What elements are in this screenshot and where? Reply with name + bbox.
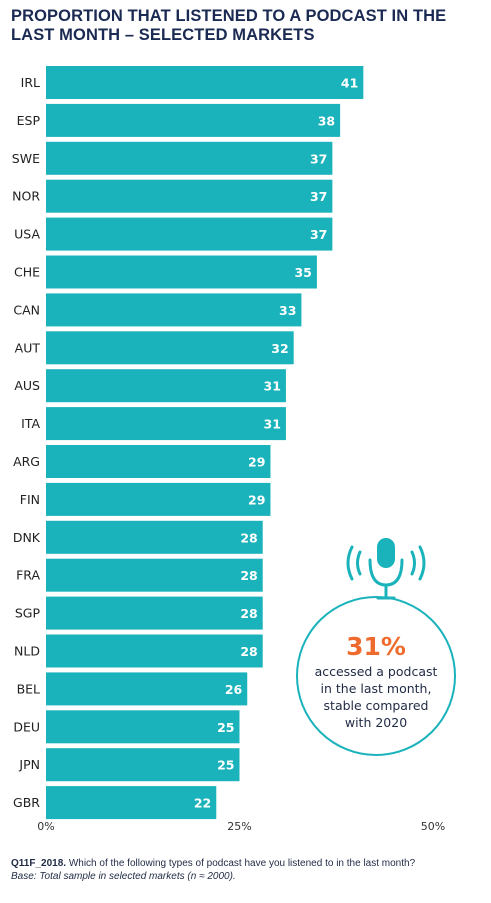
value-label-jpn: 25 (217, 758, 234, 773)
category-label-sgp: SGP (15, 606, 41, 621)
category-label-ita: ITA (21, 416, 40, 431)
bar-fra (46, 558, 263, 592)
category-label-bel: BEL (17, 681, 40, 696)
value-label-usa: 37 (310, 227, 327, 242)
category-label-swe: SWE (12, 151, 40, 166)
x-tick-label-50: 50% (421, 820, 445, 833)
bar-irl (46, 66, 364, 99)
category-label-che: CHE (14, 265, 40, 280)
question-text: Which of the following types of podcast … (66, 858, 416, 869)
bar-bel (46, 672, 248, 706)
bar-usa (46, 217, 333, 251)
bar-ita (46, 407, 286, 441)
category-label-jpn: JPN (18, 757, 40, 772)
category-label-aut: AUT (15, 340, 41, 355)
footnote-base-line: Base: Total sample in selected markets (… (11, 870, 486, 883)
footnote-question-line: Q11F_2018. Which of the following types … (11, 857, 486, 870)
callout-line-4: with 2020 (345, 715, 407, 730)
bar-can (46, 293, 302, 327)
value-label-esp: 38 (318, 113, 335, 128)
x-tick-label-0: 0% (37, 820, 54, 833)
bar-chart: IRL 41 ESP 38 SWE 37 NOR 37 USA 37 CHE 35 CAN 33 AUT 32… (12, 66, 456, 833)
footnote: Q11F_2018. Which of the following types … (11, 857, 486, 883)
bar-swe (46, 141, 333, 175)
value-label-che: 35 (294, 265, 311, 280)
category-label-irl: IRL (21, 75, 40, 90)
chart-title: PROPORTION THAT LISTENED TO A PODCAST IN… (11, 7, 447, 44)
bar-che (46, 255, 317, 289)
callout-line-1: accessed a podcast (315, 664, 438, 679)
value-label-arg: 29 (248, 455, 265, 470)
category-label-nld: NLD (14, 644, 40, 659)
base-text: Base: Total sample in selected markets (… (11, 871, 236, 882)
bar-gbr (46, 786, 217, 820)
value-label-fin: 29 (248, 492, 265, 507)
category-label-fra: FRA (16, 568, 40, 583)
category-label-fin: FIN (20, 492, 40, 507)
category-label-usa: USA (14, 227, 40, 242)
value-label-swe: 37 (310, 151, 327, 166)
bar-aut (46, 331, 294, 365)
category-label-aus: AUS (14, 378, 40, 393)
callout-percent: 31% (346, 632, 406, 661)
callout-line-3: stable compared (324, 698, 429, 713)
category-label-arg: ARG (13, 454, 40, 469)
bar-dnk (46, 520, 263, 554)
bar-jpn (46, 748, 240, 782)
bar-aus (46, 369, 286, 403)
value-label-deu: 25 (217, 720, 234, 735)
bar-deu (46, 710, 240, 744)
value-label-nor: 37 (310, 189, 327, 204)
bar-arg (46, 445, 271, 478)
category-label-esp: ESP (17, 113, 41, 128)
bar-sgp (46, 596, 263, 630)
callout-ring (296, 596, 456, 756)
bar-fin (46, 482, 271, 516)
bar-nld (46, 634, 263, 668)
value-label-sgp: 28 (240, 606, 257, 621)
x-tick-label-25: 25% (227, 820, 251, 833)
bar-esp (46, 103, 341, 137)
value-label-bel: 26 (225, 682, 243, 697)
value-label-fra: 28 (240, 568, 257, 583)
value-label-aus: 31 (264, 379, 281, 394)
value-label-gbr: 22 (194, 796, 211, 811)
category-label-gbr: GBR (13, 795, 40, 810)
callout-line-2: in the last month, (321, 681, 432, 696)
value-label-nld: 28 (240, 644, 257, 659)
category-label-can: CAN (13, 302, 40, 317)
category-label-nor: NOR (12, 189, 40, 204)
value-label-dnk: 28 (240, 530, 257, 545)
value-label-irl: 41 (341, 76, 358, 91)
callout: 31% accessed a podcast in the last month… (296, 538, 456, 756)
microphone-icon (346, 538, 426, 600)
x-axis-ticks: 0% 25% 50% (37, 820, 445, 833)
value-label-aut: 32 (271, 341, 288, 356)
bars-group: IRL 41 ESP 38 SWE 37 NOR 37 USA 37 CHE 35 CAN 33 AUT 32… (12, 66, 364, 820)
value-label-ita: 31 (264, 417, 281, 432)
question-code: Q11F_2018. (11, 858, 67, 869)
value-label-can: 33 (279, 303, 296, 318)
category-label-deu: DEU (13, 719, 40, 734)
category-label-dnk: DNK (13, 530, 41, 545)
bar-nor (46, 179, 333, 213)
